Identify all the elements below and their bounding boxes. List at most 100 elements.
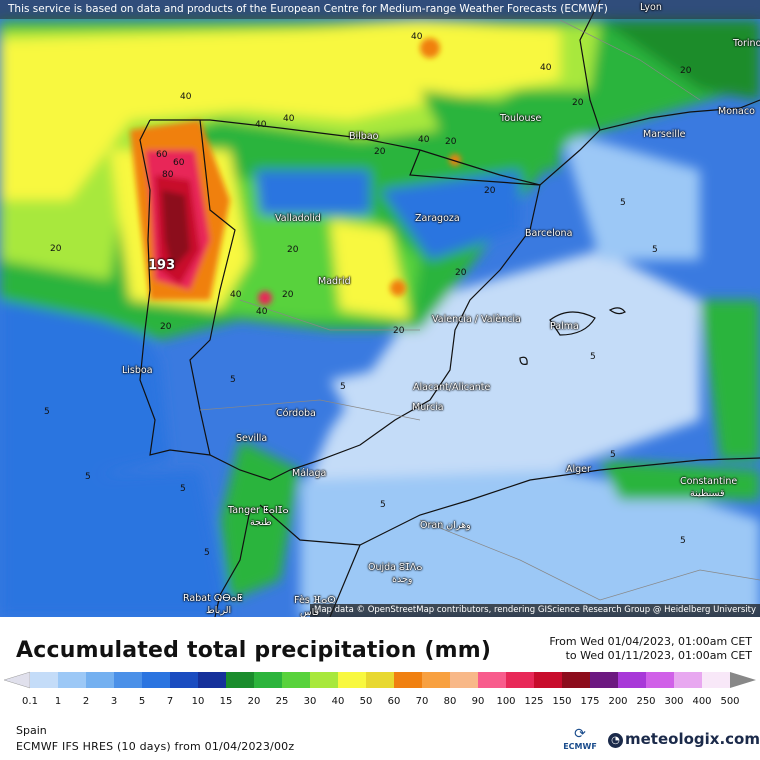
contour-value: 20 [287,245,299,255]
legend-swatch [506,672,535,688]
place-label: Toulouse [500,113,542,124]
contour-value: 40 [418,135,430,145]
place-label: Madrid [318,276,351,287]
place-label: Lyon [640,2,662,13]
contour-value: 5 [380,500,386,510]
place-label: Bilbao [349,131,379,142]
legend-tick-label: 5 [138,696,146,707]
legend-swatch [590,672,619,688]
legend-swatch [366,672,395,688]
legend-tick-label: 30 [303,696,317,707]
legend-tick-label: 50 [359,696,373,707]
legend-tick-label: 200 [608,696,628,707]
legend-labels: 0.1 1 2 3 5 7 10 15 20 25 30 40 50 60 70 80 90 100 125 150 1… [0,696,760,710]
ecmwf-logo-icon: ⟳ [574,726,586,742]
legend-tick-label: 60 [387,696,401,707]
contour-value: 20 [572,98,584,108]
contour-value: 20 [282,290,294,300]
contour-value: 40 [540,63,552,73]
legend-arrow-high [730,672,756,688]
legend-swatch [86,672,115,688]
legend-swatch [534,672,563,688]
contour-value: 20 [445,137,457,147]
legend-swatch [58,672,87,688]
meteologix-logo[interactable]: ◔ meteologix.com [608,730,760,748]
ecmwf-notice: This service is based on data and produc… [0,0,760,19]
place-label: Fès ⴼⴰⵙ [294,595,336,606]
place-label: Málaga [292,468,327,479]
legend-tick-label: 3 [110,696,118,707]
place-label: Alger [566,464,591,475]
legend-tick-label: 40 [331,696,345,707]
place-label: الرباط [206,605,232,616]
contour-value: 20 [393,326,405,336]
contour-value: 5 [180,484,186,494]
legend-tick-label: 90 [471,696,485,707]
legend-tick-label: 2 [82,696,90,707]
legend-swatch [30,672,59,688]
contour-value: 80 [162,170,174,180]
place-label: Córdoba [276,408,316,419]
legend-tick-label: 150 [552,696,572,707]
contour-value: 40 [283,114,295,124]
place-label: قسنطينة [690,488,725,499]
legend-tick-label: 0.1 [22,696,38,707]
legend-swatch [282,672,311,688]
legend-tick-label: 100 [496,696,516,707]
contour-value: 5 [620,198,626,208]
contour-value: 20 [50,244,62,254]
legend-swatch [198,672,227,688]
legend-swatch [674,672,703,688]
meteologix-icon: ◔ [608,733,623,748]
place-label: Sevilla [236,433,268,444]
period-to: to Wed 01/11/2023, 01:00am CET [565,649,752,662]
legend-tick-label: 250 [636,696,656,707]
place-label: Alacant/Alicante [413,382,491,393]
contour-value: 5 [680,536,686,546]
contour-value: 5 [204,548,210,558]
contour-value: 40 [180,92,192,102]
contour-value: 20 [484,186,496,196]
legend-tick-label: 400 [692,696,712,707]
legend-swatch [562,672,591,688]
contour-value: 20 [455,268,467,278]
place-label: وجدة [392,574,413,585]
legend-tick-label: 70 [415,696,429,707]
legend-swatch [170,672,199,688]
contour-value: 40 [230,290,242,300]
legend-swatch [114,672,143,688]
contour-value: 20 [374,147,386,157]
place-label: Marseille [643,129,686,140]
place-label: Rabat ⵕⴱⴰⵟ [183,593,243,604]
legend-swatch [338,672,367,688]
legend-tick-label: 7 [166,696,174,707]
forecast-period: From Wed 01/04/2023, 01:00am CET to Wed … [549,635,752,663]
legend-tick-label: 500 [720,696,740,707]
legend-tick-label: 175 [580,696,600,707]
contour-value: 40 [411,32,423,42]
contour-value: 5 [652,245,658,255]
place-label: Lisboa [122,365,153,376]
place-label: فاس [300,607,320,617]
legend-tick-label: 10 [191,696,205,707]
legend-tick-label: 300 [664,696,684,707]
contour-value: 40 [255,120,267,130]
contour-value: 20 [680,66,692,76]
legend-tick-label: 1 [54,696,62,707]
contour-value: 5 [610,450,616,460]
legend-swatch [142,672,171,688]
legend-swatch [254,672,283,688]
place-label: Valencia / València [432,314,521,325]
place-label: Palma [550,321,579,332]
legend-tick-label: 15 [219,696,233,707]
legend-tick-label: 80 [443,696,457,707]
region-name: Spain [16,724,47,737]
place-label: Murcia [412,402,444,413]
legend-tick-label: 125 [524,696,544,707]
legend-swatch [310,672,339,688]
legend-swatch [618,672,647,688]
map-attribution[interactable]: Map data © OpenStreetMap contributors, r… [310,604,760,617]
place-label: طنجة [250,517,272,528]
legend-swatch [450,672,479,688]
precipitation-field [0,0,760,617]
